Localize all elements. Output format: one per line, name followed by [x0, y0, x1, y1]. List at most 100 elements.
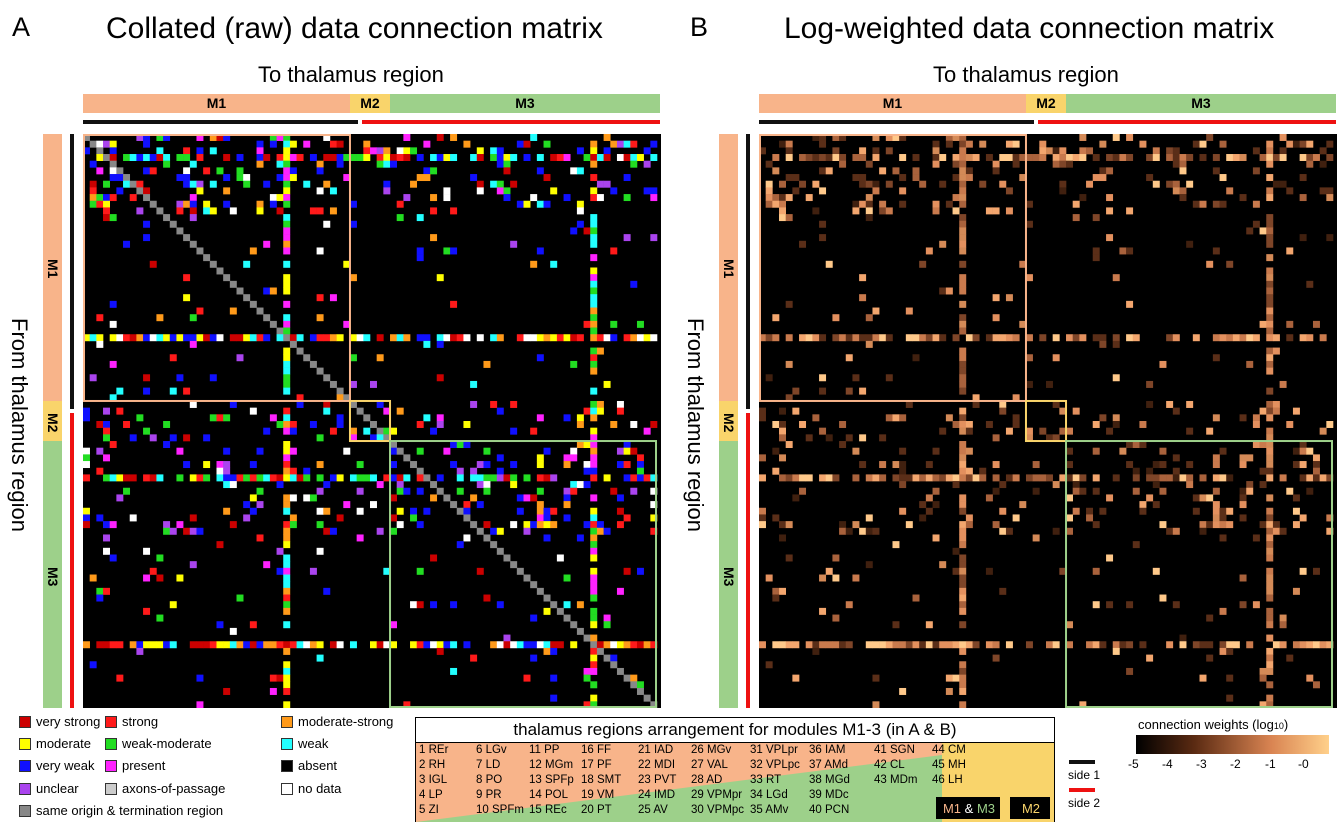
panel-a-ylabel: From thalamus region [7, 318, 32, 532]
matrix-b-cell [1219, 174, 1227, 182]
matrix-b-cell [859, 294, 867, 302]
matrix-a-cell [156, 554, 164, 562]
matrix-a-cell [363, 140, 371, 148]
matrix-a-cell [623, 154, 631, 161]
matrix-b-cell [872, 134, 880, 141]
matrix-a-cell [116, 494, 124, 502]
matrix-a-cell [283, 167, 291, 175]
matrix-b-cell [1025, 334, 1033, 342]
matrix-a-cell [96, 467, 104, 475]
matrix-a-cell [376, 354, 384, 362]
matrix-b-cell [985, 207, 993, 215]
side1-swatch [1069, 760, 1095, 764]
matrix-a-cell [109, 441, 117, 448]
matrix-a-cell [436, 487, 444, 495]
matrix-b-cell [1266, 274, 1274, 282]
matrix-a-cell [536, 354, 544, 362]
matrix-a-cell [249, 621, 257, 629]
matrix-b-cell [952, 174, 960, 182]
matrix-a-cell [169, 527, 177, 535]
matrix-a-cell [623, 174, 631, 182]
matrix-a-cell [570, 481, 578, 489]
matrix-b-cell [1052, 334, 1060, 342]
matrix-b-cell [1266, 634, 1274, 642]
matrix-a-cell [536, 514, 544, 522]
matrix-b-cell [1012, 421, 1020, 428]
matrix-b-cell [972, 154, 980, 161]
region-label: 38 MGd [809, 774, 850, 786]
matrix-b-cell [919, 334, 927, 342]
matrix-a-cell [129, 334, 137, 342]
region-label: 5 ZI [419, 804, 439, 816]
matrix-a-cell [603, 527, 611, 535]
matrix-a-cell [283, 494, 291, 502]
matrix-a-cell [463, 641, 471, 649]
matrix-a-cell [463, 334, 471, 342]
matrix-a-cell [203, 167, 211, 175]
matrix-a-cell [563, 601, 571, 609]
matrix-a-cell [456, 487, 464, 495]
matrix-a-cell [610, 641, 618, 649]
matrix-a-cell [590, 654, 598, 662]
matrix-b-cell [859, 334, 867, 342]
matrix-a-cell [590, 300, 598, 308]
matrix-a-cell [570, 487, 578, 495]
matrix-b-cell [1179, 194, 1187, 202]
matrix-b-cell [959, 527, 967, 535]
matrix-a-cell [610, 187, 618, 195]
matrix-a-cell [616, 641, 624, 649]
matrix-b-cell [1286, 654, 1294, 662]
matrix-b-cell [899, 174, 907, 182]
matrix-b-cell [965, 427, 973, 435]
matrix-b-cell [1259, 227, 1267, 235]
matrix-a-cell [189, 207, 197, 215]
matrix-a-cell [223, 274, 231, 282]
matrix-a-cell [510, 561, 518, 569]
matrix-a-cell [283, 667, 291, 675]
matrix-a-cell [616, 447, 624, 455]
key-m3: M3 [976, 801, 996, 816]
matrix-a-cell [543, 534, 551, 542]
matrix-a-cell [283, 427, 291, 435]
matrix-b-cell [1266, 367, 1274, 375]
matrix-a-cell [410, 507, 418, 515]
matrix-b-cell [892, 474, 900, 482]
matrix-a-cell [256, 307, 264, 315]
matrix-b-cell [1126, 461, 1134, 469]
matrix-b-cell [799, 334, 807, 342]
matrix-a-cell [590, 661, 598, 669]
matrix-b-cell [952, 547, 960, 555]
matrix-b-cell [1259, 701, 1267, 708]
matrix-b-cell [1259, 154, 1267, 161]
matrix-b-cell [1092, 601, 1100, 609]
matrix-b-cell [812, 641, 820, 649]
matrix-a-cell [396, 507, 404, 515]
matrix-b-cell [1172, 154, 1180, 161]
legend-label: no data [298, 781, 342, 796]
matrix-a-cell [103, 207, 110, 215]
matrix-a-cell [590, 574, 598, 582]
matrix-a-cell [336, 414, 344, 422]
matrix-a-cell [176, 174, 184, 182]
matrix-a-cell [283, 541, 291, 549]
panel-b-top-m3: M3 [1066, 94, 1336, 113]
matrix-b-cell [1286, 247, 1294, 255]
matrix-a-cell [283, 220, 291, 228]
matrix-b-cell [1092, 641, 1100, 649]
matrix-b-cell [879, 474, 887, 482]
matrix-a-cell [156, 154, 164, 161]
matrix-b-cell [885, 180, 893, 188]
matrix-b-cell [1266, 527, 1274, 535]
matrix-a-cell [390, 441, 397, 448]
matrix-b-cell [992, 641, 1000, 649]
matrix-b-cell [1266, 474, 1274, 482]
matrix-a-cell [349, 427, 357, 435]
matrix-b-cell [932, 487, 940, 495]
matrix-a-cell [376, 481, 384, 489]
matrix-a-cell [256, 334, 264, 342]
matrix-b-cell [959, 561, 967, 569]
colorbar-tick: -3 [1196, 757, 1207, 771]
matrix-b-cell [1292, 587, 1300, 595]
matrix-b-cell [939, 561, 947, 569]
matrix-a-cell [363, 427, 371, 435]
